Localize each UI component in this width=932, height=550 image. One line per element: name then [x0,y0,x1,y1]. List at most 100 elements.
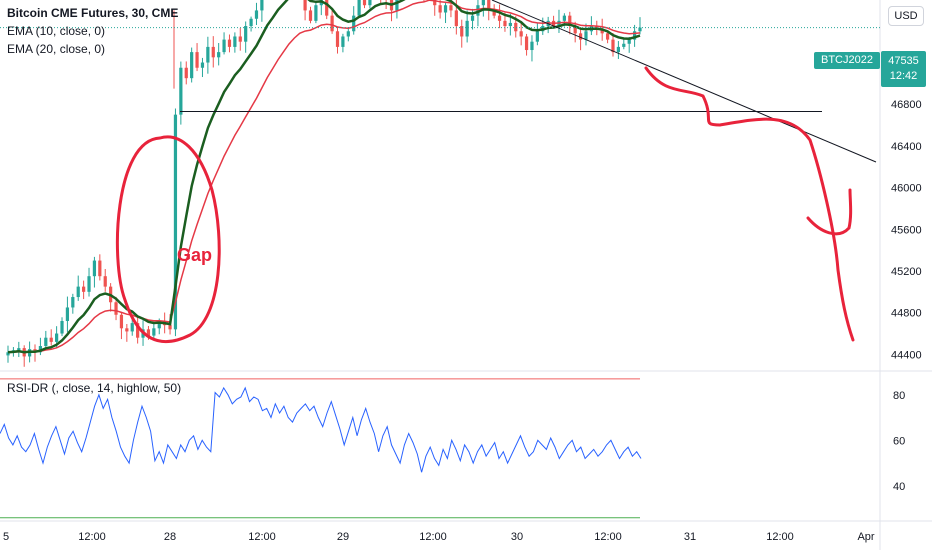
time-tick-label: 12:00 [248,531,276,543]
legend-title: Bitcoin CME Futures, 30, CME [7,6,179,20]
candle-body [200,62,205,68]
candle-body [136,323,140,338]
candle-body [195,52,199,68]
candle-body [103,276,107,287]
gap-label: Gap [177,245,212,265]
candle-body [49,337,53,342]
trend-line [491,0,877,163]
candle-body [449,5,453,11]
price-tick-label: 45200 [891,266,922,278]
gap-circle [115,135,221,344]
candle-body [222,39,226,53]
candle-body [535,31,539,42]
candle-body [487,0,491,11]
time-tick-label: 29 [337,531,349,543]
candle-body [524,36,529,51]
ema20-line [7,0,641,354]
candle-body [65,307,70,322]
candle-body [519,31,523,37]
candle-body [82,286,86,292]
candle-body [357,0,361,16]
candle-body [600,29,604,34]
candle-body [206,46,210,63]
candle-body [17,348,21,351]
currency-button[interactable]: USD [888,6,924,26]
candle-body [184,67,188,79]
candle-body [476,5,480,16]
candle-body [325,0,329,16]
time-tick-label: 5 [3,531,9,543]
candle-body [179,67,183,115]
symbol-tag: BTCJ2022 [814,52,880,69]
candle-body [249,18,253,27]
candle-body [308,10,313,21]
candle-body [146,329,151,336]
candle-body [460,26,464,37]
ema10-line [7,0,641,354]
candle-body [130,323,134,332]
rsi-line [0,386,642,473]
candle-body [244,26,248,42]
candle-body [346,31,350,37]
candle-body [168,325,172,330]
candle-body [227,39,232,47]
candle-body [157,321,161,329]
candle-body [238,36,242,42]
candle-body [92,260,97,277]
price-tick-label: 45600 [891,224,922,236]
candle-body [438,5,442,13]
candle-body [44,337,48,347]
candle-body [260,0,264,11]
price-tick-label: 46800 [891,99,922,111]
rsi-tick-label: 40 [893,481,905,493]
rsi-tick-label: 80 [893,390,905,402]
candle-body [87,276,91,292]
candle-body [119,314,124,329]
candle-body [497,15,502,21]
candle-body [330,15,334,32]
candle-body [233,36,237,47]
candle-body [611,39,615,53]
time-tick-label: 12:00 [594,531,622,543]
candle-body [514,22,518,32]
candle-body [314,5,318,21]
candle-body [395,0,399,11]
candle-body [503,20,507,27]
candle-body [481,0,485,6]
candle-body [303,0,307,11]
candle-body [98,260,102,277]
candle-body [71,297,75,308]
candle-body [152,328,156,336]
time-tick-label: Apr [857,531,874,543]
candle-body [530,41,534,51]
legend-ema10: EMA (10, close, 0) [7,24,106,38]
candle-body [114,302,118,315]
rsi-tick-label: 60 [893,435,905,447]
price-tick-label: 44800 [891,308,922,320]
time-tick-label: 31 [684,531,696,543]
candle-body [211,46,215,58]
legend-ema20: EMA (20, close, 0) [7,42,106,56]
candle-body [352,15,356,32]
candle-body [6,352,10,356]
candle-body [341,36,345,47]
candle-body [492,10,496,16]
price-tick-label: 46400 [891,141,922,153]
candle-body [573,26,577,34]
candle-body [584,31,588,40]
candle-body [335,31,340,47]
candle-body [454,10,458,27]
projection-hook [806,188,853,236]
last-price-label: 47535 [888,55,919,67]
price-tick-label: 44400 [891,349,922,361]
candle-body [638,27,642,32]
candle-body [368,0,372,6]
candle-body [254,10,259,19]
candle-body [76,286,80,298]
candle-body [173,114,178,330]
candle-body [616,46,620,53]
candle-body [470,15,475,21]
